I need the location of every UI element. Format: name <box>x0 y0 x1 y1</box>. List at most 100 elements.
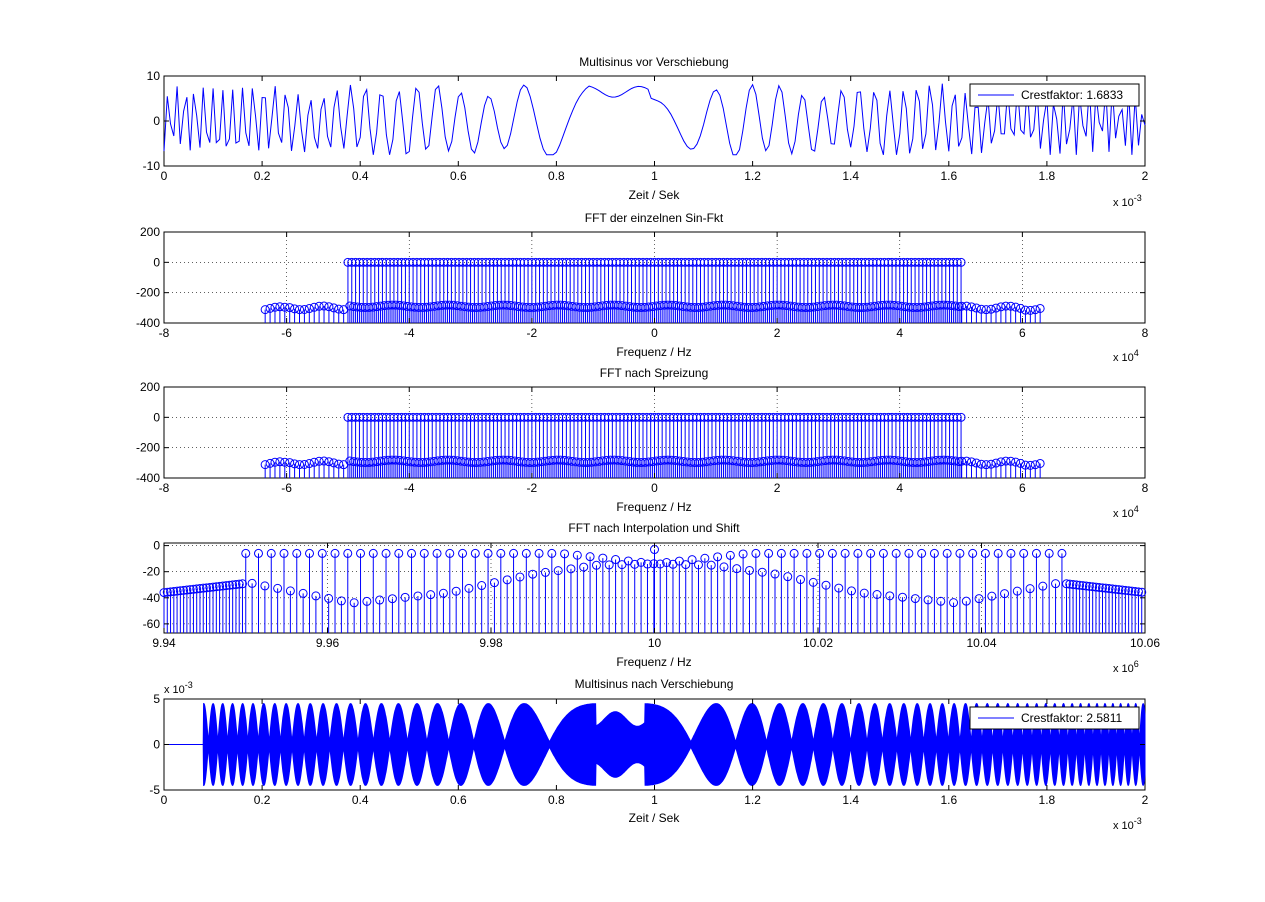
y-tick-label: -5 <box>149 783 160 797</box>
stem-marker <box>534 548 544 558</box>
stem-marker <box>1078 581 1088 591</box>
stem-marker <box>966 457 976 467</box>
stem-marker <box>655 559 665 569</box>
stem-marker <box>1001 456 1011 466</box>
stem-marker <box>464 583 474 593</box>
stem-marker <box>528 569 538 579</box>
stem-marker <box>591 560 601 570</box>
y-tick-label: -60 <box>143 617 161 631</box>
stem-marker <box>751 548 761 558</box>
stem-marker <box>815 548 825 558</box>
x-tick-label: 0.8 <box>548 793 565 807</box>
y-tick-label: 5 <box>153 692 160 706</box>
y-tick-label: 0 <box>153 410 160 424</box>
x-axis-multiplier: x 104 <box>1113 504 1139 520</box>
x-multiplier-base: x 10 <box>1113 197 1134 209</box>
x-tick-label: 4 <box>896 481 903 495</box>
stem-marker <box>375 595 385 605</box>
stem-marker <box>1035 458 1045 468</box>
stem-marker <box>400 592 410 602</box>
plot-content <box>159 545 1147 633</box>
stem-marker <box>971 303 981 313</box>
stem-marker <box>426 590 436 600</box>
stem-marker <box>987 591 997 601</box>
stem-marker <box>853 548 863 558</box>
y-tick-label: -40 <box>143 591 161 605</box>
x-tick-label: 1 <box>651 793 658 807</box>
stem-marker <box>329 458 339 468</box>
stem-marker <box>950 456 960 466</box>
x-axis-label: Frequenz / Hz <box>616 500 691 514</box>
stem-marker <box>744 565 754 575</box>
stem-marker <box>489 578 499 588</box>
subplot-title: FFT nach Interpolation und Shift <box>568 521 740 535</box>
stem-marker <box>719 562 729 572</box>
stem-marker <box>169 586 179 596</box>
stem-marker <box>254 548 264 558</box>
stem-marker <box>483 548 493 558</box>
stem-marker <box>387 594 397 604</box>
stem-marker <box>502 575 512 585</box>
subplot-title: Multisinus vor Verschiebung <box>579 55 728 69</box>
stem-marker <box>954 302 964 312</box>
stem-marker <box>280 457 290 467</box>
stem-marker <box>1071 580 1081 590</box>
stem-marker <box>1016 458 1026 468</box>
tick-group: 9.94 9.96 9.98 10 10.02 10.04 10.06 -60 -40 -20 0 <box>143 539 1161 650</box>
stem-marker <box>956 257 966 267</box>
x-multiplier-exponent: -3 <box>1134 816 1142 826</box>
stem-marker <box>324 593 334 603</box>
stem-marker <box>208 582 218 592</box>
stem-marker <box>285 303 295 313</box>
stem-marker <box>311 591 321 601</box>
stem-marker <box>432 548 442 558</box>
stem-marker <box>713 552 723 562</box>
stem-marker <box>319 456 329 466</box>
x-tick-label: -6 <box>281 326 292 340</box>
stem-marker <box>290 459 300 469</box>
stem-marker <box>1030 460 1040 470</box>
stem-marker <box>770 569 780 579</box>
subplot-multisinus-nach-verschiebung: Multisinus nach Verschiebung x 10-3 0 0.2… <box>149 677 1148 832</box>
x-tick-label: 8 <box>1142 326 1149 340</box>
stem-marker <box>275 302 285 312</box>
x-axis-label: Frequenz / Hz <box>616 655 691 669</box>
stem-marker <box>649 559 659 569</box>
stem-marker <box>1075 580 1085 590</box>
stem-marker <box>834 583 844 593</box>
x-multiplier-base: x 10 <box>1113 820 1134 832</box>
y-multiplier-exponent: -3 <box>185 680 193 690</box>
stem-marker <box>334 304 344 314</box>
stem-marker <box>936 596 946 606</box>
x-axis-label: Zeit / Sek <box>629 188 681 202</box>
stem-marker <box>162 587 172 597</box>
stem-marker <box>1104 584 1114 594</box>
stem-marker <box>299 459 309 469</box>
stem-marker <box>159 588 169 598</box>
stem-marker <box>185 585 195 595</box>
stem-marker <box>166 587 176 597</box>
stem-marker <box>314 456 324 466</box>
stem-marker <box>802 548 812 558</box>
y-tick-label: 0 <box>153 738 160 752</box>
x-tick-label: 1.6 <box>940 169 957 183</box>
stem-marker <box>182 585 192 595</box>
stem-marker <box>260 581 270 591</box>
x-tick-label: -4 <box>404 326 415 340</box>
stem-marker <box>394 548 404 558</box>
stem-marker <box>981 460 991 470</box>
plot-content <box>260 257 1045 323</box>
stem-marker <box>976 459 986 469</box>
stem-marker <box>215 581 225 591</box>
x-tick-label: 0.6 <box>450 169 467 183</box>
stem-marker <box>1081 581 1091 591</box>
stem-marker <box>642 559 652 569</box>
stem-marker <box>585 552 595 562</box>
legend: Crestfaktor: 1.6833 <box>969 83 1140 107</box>
stem-marker <box>319 301 329 311</box>
y-axis-multiplier: x 10-3 <box>164 680 193 696</box>
stem-marker <box>270 457 280 467</box>
stem-marker <box>910 594 920 604</box>
